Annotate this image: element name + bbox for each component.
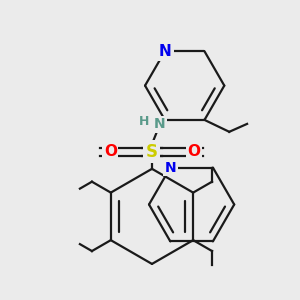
Text: N: N xyxy=(158,44,171,59)
Text: O: O xyxy=(187,145,200,160)
Text: S: S xyxy=(146,143,158,161)
Text: N: N xyxy=(154,117,166,131)
Text: N: N xyxy=(164,160,176,175)
Text: O: O xyxy=(104,145,117,160)
Text: H: H xyxy=(139,115,149,128)
